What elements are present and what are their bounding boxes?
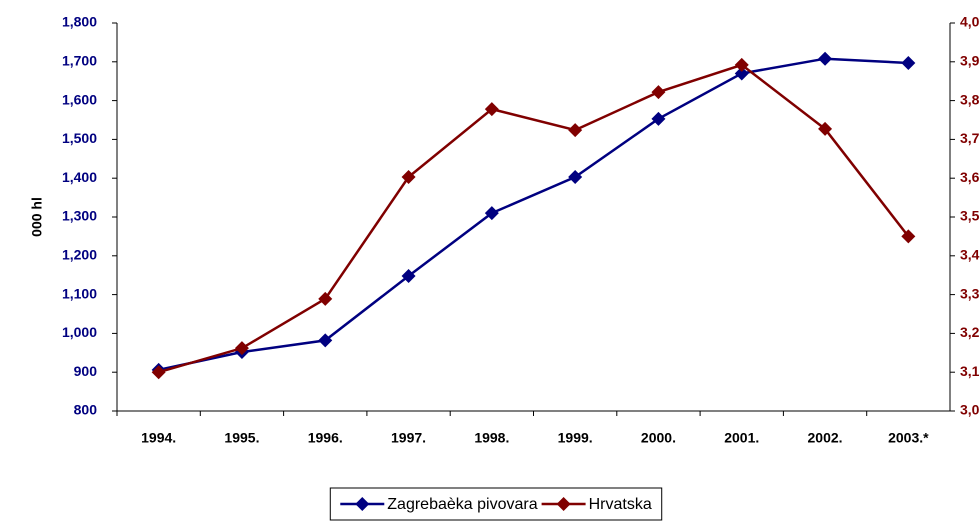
- legend-label: Hrvatska: [589, 496, 652, 513]
- marker: [651, 111, 666, 126]
- y-tick-label: 1,200: [62, 247, 97, 263]
- marker: [318, 291, 333, 306]
- marker: [818, 121, 833, 136]
- y2-tick-label: 4,000: [960, 14, 980, 30]
- marker: [484, 102, 499, 117]
- y2-tick-label: 3,900: [960, 53, 980, 69]
- marker: [484, 206, 499, 221]
- y2-tick-label: 3,700: [960, 130, 980, 146]
- marker: [568, 170, 583, 185]
- x-tick-label: 1997.: [391, 430, 426, 446]
- marker: [234, 341, 249, 356]
- marker: [901, 229, 916, 244]
- marker: [568, 123, 583, 138]
- x-tick-label: 1995.: [224, 430, 259, 446]
- x-tick-label: 1996.: [308, 430, 343, 446]
- y-tick-label: 1,800: [62, 14, 97, 30]
- y-tick-label: 1,100: [62, 285, 97, 301]
- y-tick-label: 800: [74, 402, 98, 418]
- series-line: [158, 63, 910, 374]
- marker: [401, 268, 416, 283]
- y-tick-label: 900: [74, 363, 98, 379]
- x-tick-label: 2001.: [724, 430, 759, 446]
- series-line: [158, 57, 909, 372]
- y-tick-label: 1,300: [62, 208, 97, 224]
- y-axis-label: 000 hl: [29, 197, 45, 237]
- x-tick-label: 2003.*: [888, 430, 929, 446]
- marker: [818, 51, 833, 66]
- y2-tick-label: 3,300: [960, 285, 980, 301]
- y-tick-label: 1,600: [62, 91, 97, 107]
- y2-tick-label: 3,200: [960, 324, 980, 340]
- legend-marker: [556, 497, 571, 511]
- legend-marker: [355, 497, 370, 511]
- x-tick-label: 2000.: [641, 430, 676, 446]
- y-tick-label: 1,000: [62, 324, 97, 340]
- marker: [151, 365, 166, 380]
- marker: [318, 333, 333, 348]
- x-tick-label: 1998.: [474, 430, 509, 446]
- marker: [901, 55, 916, 70]
- x-tick-label: 1999.: [558, 430, 593, 446]
- marker: [651, 85, 666, 100]
- legend-box: [329, 487, 663, 521]
- y-tick-label: 1,400: [62, 169, 97, 185]
- y2-tick-label: 3,000: [960, 402, 980, 418]
- y2-tick-label: 3,100: [960, 363, 980, 379]
- x-tick-label: 2002.: [808, 430, 843, 446]
- legend: Zagrebaèka pivovara Hrvatska: [329, 487, 663, 521]
- y2-tick-label: 3,400: [960, 247, 980, 263]
- marker: [734, 57, 749, 72]
- legend-label: Zagrebaèka pivovara: [387, 496, 537, 513]
- marker: [401, 170, 416, 185]
- marker: [734, 66, 749, 81]
- y-tick-label: 1,700: [62, 53, 97, 69]
- y2-tick-label: 3,500: [960, 208, 980, 224]
- y-tick-label: 1,500: [62, 130, 97, 146]
- y2-tick-label: 3,800: [960, 91, 980, 107]
- x-tick-label: 1994.: [141, 430, 176, 446]
- y2-tick-label: 3,600: [960, 169, 980, 185]
